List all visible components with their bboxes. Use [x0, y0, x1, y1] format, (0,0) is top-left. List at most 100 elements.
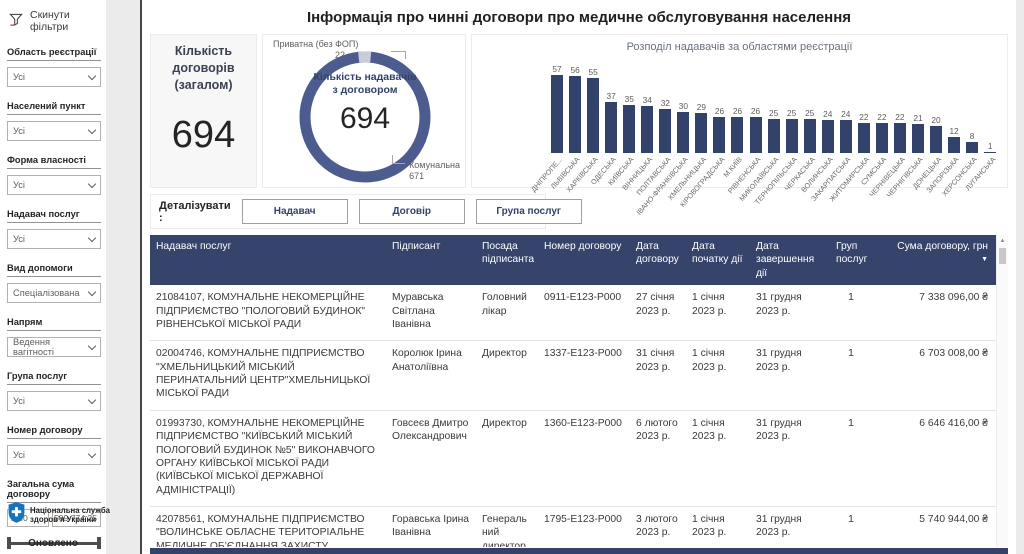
bar[interactable]: [731, 117, 744, 153]
bar[interactable]: [893, 123, 906, 153]
table-row-3[interactable]: 42078561, КОМУНАЛЬНЕ ПІДПРИЄМСТВО "ВОЛИН…: [150, 507, 996, 547]
table-row-1[interactable]: 02004746, КОМУНАЛЬНЕ ПІДПРИЄМСТВО "ХМЕЛЬ…: [150, 341, 996, 411]
slider-handle-min[interactable]: [7, 537, 11, 549]
bar[interactable]: [930, 126, 942, 153]
drill-button-service-group[interactable]: Група послуг: [475, 199, 582, 224]
bar[interactable]: [821, 120, 834, 153]
filter-dropdown[interactable]: Усі: [7, 67, 101, 87]
bar-column[interactable]: 34 ВІННИЦЬКА: [620, 61, 656, 192]
scroll-thumb[interactable]: [999, 248, 1006, 264]
bar[interactable]: [767, 119, 780, 153]
column-header-provider[interactable]: Надавач послуг: [150, 235, 386, 285]
right-edge-strip: [1016, 0, 1024, 554]
bar[interactable]: [749, 117, 762, 153]
bar[interactable]: [713, 117, 726, 153]
bar[interactable]: [911, 124, 924, 153]
bar-value-label: 26: [714, 106, 725, 116]
bar-column[interactable]: 29 ХМЕЛЬНИЦЬКА: [666, 61, 710, 202]
bar[interactable]: [803, 119, 816, 153]
bar-column[interactable]: 8 ХЕРСОНСЬКА: [940, 61, 981, 198]
bar-column[interactable]: 56 ЛЬВІВСЬКА: [549, 61, 584, 191]
bar-column[interactable]: 30 ІВАНО-ФРАНКІВСЬКА: [635, 61, 692, 217]
bar-column[interactable]: 26 М.КИЇВ: [722, 61, 746, 179]
bar-value-label: 57: [552, 64, 562, 74]
filter-dropdown[interactable]: Усі: [7, 391, 101, 411]
bar-column[interactable]: 32 ПОЛТАВСЬКА: [634, 61, 674, 197]
filter-dropdown[interactable]: Усі: [7, 121, 101, 141]
bar-column[interactable]: 37 ОДЕСЬКА: [589, 61, 620, 187]
scroll-up-icon[interactable]: ▲: [999, 238, 1006, 244]
bar[interactable]: [677, 112, 690, 153]
bar-column[interactable]: 25 ЧЕРКАСЬКА: [782, 61, 819, 193]
bar-column[interactable]: 25 МИКОЛАЇВСЬКА: [737, 61, 783, 203]
filter-dropdown[interactable]: Усі: [7, 229, 101, 249]
bar-column[interactable]: 35 КИЇВСЬКА: [606, 61, 638, 187]
column-header-position[interactable]: Посада підписанта: [476, 235, 538, 285]
bar[interactable]: [948, 137, 961, 153]
bar-column[interactable]: 21 ЧЕРНІГІВСЬКА: [885, 61, 927, 199]
cell-start: 1 січня 2023 р.: [692, 417, 727, 443]
reset-filters-button[interactable]: Скинути фільтри: [9, 9, 106, 33]
bar-column[interactable]: 22 ЖИТОМИРСЬКА: [827, 61, 873, 203]
bar[interactable]: [587, 78, 600, 153]
column-header-number[interactable]: Номер договору: [538, 235, 630, 285]
bar[interactable]: [966, 142, 979, 153]
drill-label: Деталізувати :: [159, 199, 231, 224]
bar[interactable]: [605, 102, 618, 153]
bar-column[interactable]: 26 КІРОВОГРАДСЬКА: [678, 61, 728, 209]
bar[interactable]: [875, 123, 888, 153]
bar-column[interactable]: 25 ТЕРНОПІЛЬСЬКА: [752, 61, 801, 206]
drill-button-contract[interactable]: Договір: [358, 199, 465, 224]
donut-slice-pryvatna[interactable]: [299, 51, 431, 183]
sum-range-slider[interactable]: [7, 537, 101, 549]
bar-chart-card[interactable]: Розподіл надавачів за областями реєстрац…: [471, 34, 1008, 217]
bar-column[interactable]: 22 ЧЕРНІВЕЦЬКА: [867, 61, 909, 199]
bar-column[interactable]: 12 ЗАПОРІЗЬКА: [925, 61, 963, 195]
bar[interactable]: [641, 106, 654, 153]
column-header-end[interactable]: Дата завершення дії: [750, 235, 830, 285]
bar-value-label: 20: [931, 115, 941, 125]
table-scrollbar[interactable]: ▲: [996, 235, 1008, 547]
column-header-signer[interactable]: Підписант: [386, 235, 476, 285]
drill-button-provider[interactable]: Надавач: [241, 199, 348, 224]
column-header-label: Дата договору: [636, 241, 679, 266]
bar[interactable]: [984, 151, 997, 153]
bar[interactable]: [785, 119, 798, 153]
column-header-start[interactable]: Дата початку дії: [686, 235, 750, 285]
filter-dropdown[interactable]: Спеціалізована: [7, 283, 101, 303]
filter-dropdown[interactable]: Усі: [7, 445, 101, 465]
donut-chart[interactable]: [263, 35, 465, 187]
bar-column[interactable]: 57 ДНІПРОПЕ...: [529, 61, 566, 194]
bar-column[interactable]: 24 ВОЛИНСЬКА: [799, 61, 837, 194]
table-horizontal-scrollbar[interactable]: [150, 548, 1008, 554]
filter-dropdown[interactable]: Ведення вагітності: [7, 337, 101, 357]
chevron-down-icon: [87, 449, 97, 458]
bar-value-label: 56: [570, 65, 580, 75]
bar-column[interactable]: 1 ЛУГАНСЬКА: [963, 61, 999, 193]
bar[interactable]: [569, 76, 582, 153]
table-row-0[interactable]: 21084107, КОМУНАЛЬНЕ НЕКОМЕРЦІЙНЕ ПІДПРИ…: [150, 285, 996, 342]
bar[interactable]: [857, 123, 870, 153]
column-header-date[interactable]: Дата договору: [630, 235, 686, 285]
column-header-sum[interactable]: Сума договору, грн ▼: [872, 235, 994, 285]
column-header-label: Надавач послуг: [156, 241, 232, 252]
sum-max-input[interactable]: 1 589 774 25: [52, 509, 101, 527]
bar-column[interactable]: 55 ХАРКІВСЬКА: [564, 61, 602, 194]
bar[interactable]: [551, 75, 564, 153]
bar-column[interactable]: 26 РІВНЕНСЬКА: [726, 61, 765, 195]
bar-column[interactable]: 22 СУМСЬКА: [859, 61, 891, 187]
table-row-2[interactable]: 01993730, КОМУНАЛЬНЕ НЕКОМЕРЦІЙНЕ ПІДПРИ…: [150, 411, 996, 507]
cell-start: 1 січня 2023 р.: [692, 514, 727, 539]
slider-handle-max[interactable]: [97, 537, 101, 549]
donut-center-title: Кількість надавачів з договором: [313, 71, 417, 97]
bar-column[interactable]: 20 ДОНЕЦЬКА: [910, 61, 945, 191]
filter-dropdown[interactable]: Усі: [7, 175, 101, 195]
bar[interactable]: [623, 105, 636, 153]
donut-card-providers[interactable]: Кількість надавачів з договором 694 Прив…: [262, 34, 466, 188]
cell-number: 1337-E123-P000: [544, 348, 622, 360]
bar[interactable]: [659, 109, 672, 153]
bar[interactable]: [839, 120, 852, 153]
bar[interactable]: [695, 113, 708, 153]
column-header-groups[interactable]: Груп послуг: [830, 235, 872, 285]
bar-column[interactable]: 24 ЗАКАРПАТСЬКА: [809, 61, 855, 203]
